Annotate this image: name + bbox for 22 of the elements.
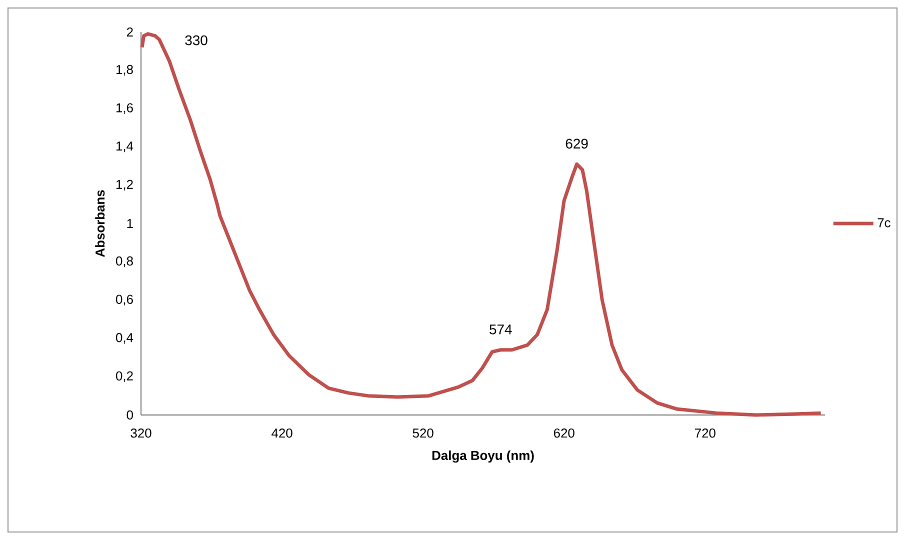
legend-label: 7c: [878, 218, 890, 228]
x-tick-label: 520: [412, 428, 434, 438]
y-axis-title: Absorbans: [95, 190, 105, 257]
annotation: 574: [490, 324, 512, 334]
x-tick-label: 720: [695, 428, 716, 438]
y-tick-label: 1,8: [116, 64, 133, 76]
y-tick-label: 1,6: [116, 103, 133, 114]
annotation: 330: [185, 35, 208, 46]
x-tick-label: 320: [130, 428, 152, 438]
annotation: 629: [566, 138, 588, 149]
y-tick-label: 2: [126, 27, 133, 37]
x-axis-title: Dalga Boyu (nm): [432, 450, 534, 463]
y-tick-label: 1,4: [116, 142, 134, 152]
y-tick-label: 1,2: [116, 180, 133, 191]
y-tick-label: 0,4: [116, 333, 134, 344]
x-tick-label: 420: [272, 428, 292, 438]
y-tick-label: 1: [127, 219, 133, 228]
y-tick-label: 0,8: [116, 256, 133, 268]
y-tick-label: 0: [126, 410, 133, 420]
x-tick-label: 620: [554, 428, 574, 438]
y-tick-label: 0,2: [116, 371, 133, 382]
y-tick-label: 0,6: [116, 294, 133, 306]
